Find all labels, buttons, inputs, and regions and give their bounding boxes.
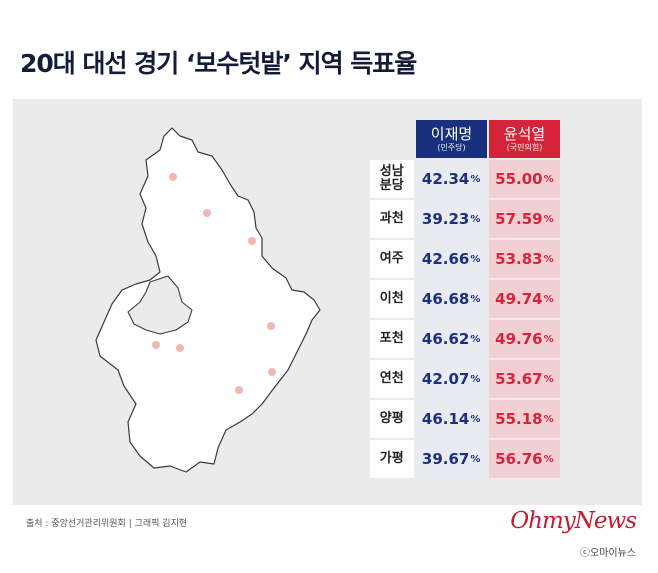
marker-gwacheon bbox=[152, 341, 160, 349]
copyright-credit: ⓒ오마이뉴스 bbox=[580, 548, 636, 559]
yoon-share-value: 57.59 bbox=[495, 210, 543, 228]
region-name: 연천 bbox=[370, 360, 414, 398]
percent-sign: % bbox=[543, 213, 554, 225]
table-row: 양평 46.14% 55.18% bbox=[370, 400, 560, 438]
lee-share-value: 39.67 bbox=[421, 450, 470, 468]
province-outline bbox=[95, 127, 321, 473]
region-name: 가평 bbox=[370, 440, 414, 478]
percent-sign: % bbox=[470, 293, 481, 305]
lee-share-value: 42.07 bbox=[421, 370, 470, 388]
region-name-line: 분당 bbox=[379, 178, 404, 193]
lee-share: 42.66% bbox=[415, 240, 487, 278]
yoon-share-value: 53.83 bbox=[495, 250, 543, 268]
table-header: 이재명 (민주당) 윤석열 (국민의힘) bbox=[416, 120, 560, 158]
lee-share-value: 42.66 bbox=[421, 250, 470, 268]
yoon-share-value: 49.74 bbox=[495, 290, 543, 308]
lee-share: 42.34% bbox=[415, 160, 487, 198]
region-name-line: 성남 bbox=[379, 164, 404, 179]
page-title: 20대 대선 경기 ‘보수텃밭’ 지역 득표율 bbox=[20, 49, 417, 78]
lee-share-value: 46.14 bbox=[421, 410, 470, 428]
table-row: 성남 분당 42.34% 55.00% bbox=[370, 160, 560, 198]
percent-sign: % bbox=[470, 413, 481, 425]
seoul-outline bbox=[127, 275, 193, 335]
table-row: 연천 42.07% 53.67% bbox=[370, 360, 560, 398]
source-note: 출처 : 중앙선거관리위원회 | 그래픽 김지현 bbox=[26, 519, 188, 529]
yoon-share: 49.74% bbox=[488, 280, 560, 318]
percent-sign: % bbox=[470, 173, 481, 185]
brand-logo: OhmyNews bbox=[510, 508, 637, 534]
header-yoon: 윤석열 (국민의힘) bbox=[489, 120, 560, 158]
region-name: 이천 bbox=[370, 280, 414, 318]
region-name: 과천 bbox=[370, 200, 414, 238]
percent-sign: % bbox=[543, 253, 554, 265]
table-row: 과천 39.23% 57.59% bbox=[370, 200, 560, 238]
percent-sign: % bbox=[543, 453, 554, 465]
yoon-share: 55.00% bbox=[488, 160, 560, 198]
percent-sign: % bbox=[470, 333, 481, 345]
vote-share-table: 이재명 (민주당) 윤석열 (국민의힘) 성남 분당 42.34% 55.00%… bbox=[370, 120, 560, 478]
marker-yeoncheon bbox=[169, 173, 177, 181]
lee-share: 42.07% bbox=[415, 360, 487, 398]
yoon-share: 53.83% bbox=[488, 240, 560, 278]
yoon-share: 57.59% bbox=[488, 200, 560, 238]
yoon-share: 55.18% bbox=[488, 400, 560, 438]
region-name: 양평 bbox=[370, 400, 414, 438]
percent-sign: % bbox=[543, 373, 554, 385]
marker-pocheon bbox=[203, 209, 211, 217]
percent-sign: % bbox=[470, 213, 481, 225]
marker-yangpyeong bbox=[267, 322, 275, 330]
percent-sign: % bbox=[543, 413, 554, 425]
percent-sign: % bbox=[470, 253, 481, 265]
header-lee-party: (민주당) bbox=[437, 142, 466, 152]
marker-yeoju bbox=[268, 368, 276, 376]
lee-share: 39.67% bbox=[415, 440, 487, 478]
yoon-share-value: 49.76 bbox=[495, 330, 543, 348]
yoon-share-value: 56.76 bbox=[495, 450, 543, 468]
lee-share-value: 42.34 bbox=[421, 170, 470, 188]
table-row: 가평 39.67% 56.76% bbox=[370, 440, 560, 478]
table-row: 여주 42.66% 53.83% bbox=[370, 240, 560, 278]
marker-icheon bbox=[235, 386, 243, 394]
table-row: 포천 46.62% 49.76% bbox=[370, 320, 560, 358]
header-yoon-party: (국민의힘) bbox=[506, 142, 543, 152]
region-markers bbox=[152, 173, 276, 394]
percent-sign: % bbox=[543, 173, 554, 185]
percent-sign: % bbox=[543, 293, 554, 305]
lee-share-value: 46.68 bbox=[421, 290, 470, 308]
lee-share: 39.23% bbox=[415, 200, 487, 238]
yoon-share: 56.76% bbox=[488, 440, 560, 478]
region-name: 여주 bbox=[370, 240, 414, 278]
marker-seongnam-bundang bbox=[176, 344, 184, 352]
region-name: 성남 분당 bbox=[370, 160, 414, 198]
region-name: 포천 bbox=[370, 320, 414, 358]
lee-share: 46.62% bbox=[415, 320, 487, 358]
marker-gapyeong bbox=[248, 237, 256, 245]
lee-share: 46.14% bbox=[415, 400, 487, 438]
lee-share-value: 46.62 bbox=[421, 330, 470, 348]
header-lee-name: 이재명 bbox=[430, 124, 473, 143]
yoon-share: 53.67% bbox=[488, 360, 560, 398]
yoon-share-value: 53.67 bbox=[495, 370, 543, 388]
yoon-share-value: 55.00 bbox=[495, 170, 543, 188]
lee-share: 46.68% bbox=[415, 280, 487, 318]
header-lee: 이재명 (민주당) bbox=[416, 120, 487, 158]
percent-sign: % bbox=[543, 333, 554, 345]
percent-sign: % bbox=[470, 373, 481, 385]
percent-sign: % bbox=[470, 453, 481, 465]
yoon-share-value: 55.18 bbox=[495, 410, 543, 428]
yoon-share: 49.76% bbox=[488, 320, 560, 358]
header-yoon-name: 윤석열 bbox=[503, 124, 546, 143]
table-row: 이천 46.68% 49.74% bbox=[370, 280, 560, 318]
lee-share-value: 39.23 bbox=[421, 210, 470, 228]
